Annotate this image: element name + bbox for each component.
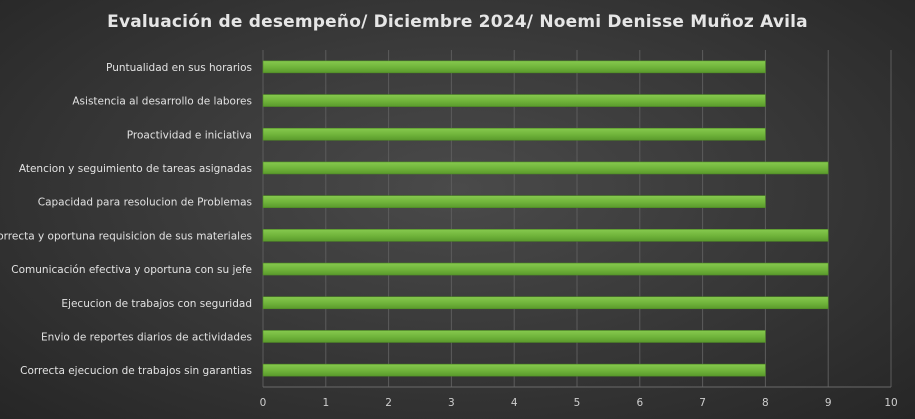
category-label: Asistencia al desarrollo de labores — [72, 96, 252, 108]
x-tick-label: 2 — [385, 397, 392, 409]
bar-7 — [262, 262, 829, 276]
bar-9 — [262, 330, 766, 343]
bar-10 — [262, 363, 766, 377]
bar-2 — [262, 94, 766, 107]
label-layer: 0 1 2 3 4 5 6 7 8 9 10 Puntualidad en sus horarios A… — [0, 62, 898, 409]
category-label: Envio de reportes diarios de actividades — [41, 331, 252, 343]
x-tick-label: 5 — [574, 397, 581, 409]
x-tick-label: 6 — [636, 397, 643, 409]
category-label: Proactividad e iniciativa — [127, 129, 252, 141]
x-tick-label: 0 — [260, 397, 267, 409]
bar-5 — [262, 195, 766, 208]
x-tick-label: 8 — [762, 397, 769, 409]
x-tick-label: 4 — [511, 397, 518, 409]
category-label: Correcta ejecucion de trabajos sin garan… — [20, 365, 252, 377]
bar-8 — [262, 296, 829, 310]
bar-6 — [262, 229, 829, 242]
category-label: Ejecucion de trabajos con seguridad — [61, 298, 252, 310]
category-label: Puntualidad en sus horarios — [106, 62, 252, 74]
x-tick-label: 3 — [448, 397, 455, 409]
x-tick-label: 10 — [884, 397, 897, 409]
bar-1 — [262, 60, 766, 74]
chart-title: Evaluación de desempeño/ Diciembre 2024/… — [107, 12, 808, 32]
x-tick-label: 9 — [825, 397, 832, 409]
category-label: Comunicación efectiva y oportuna con su … — [11, 264, 252, 276]
category-label: Atencion y seguimiento de tareas asignad… — [19, 163, 252, 175]
bar-3 — [262, 127, 766, 141]
category-label: Capacidad para resolucion de Problemas — [38, 197, 252, 209]
bar-layer — [262, 60, 829, 377]
x-tick-label: 1 — [322, 397, 329, 409]
x-tick-label: 7 — [699, 397, 706, 409]
bar-4 — [262, 161, 829, 175]
category-label: Correcta y oportuna requisicion de sus m… — [0, 230, 252, 242]
